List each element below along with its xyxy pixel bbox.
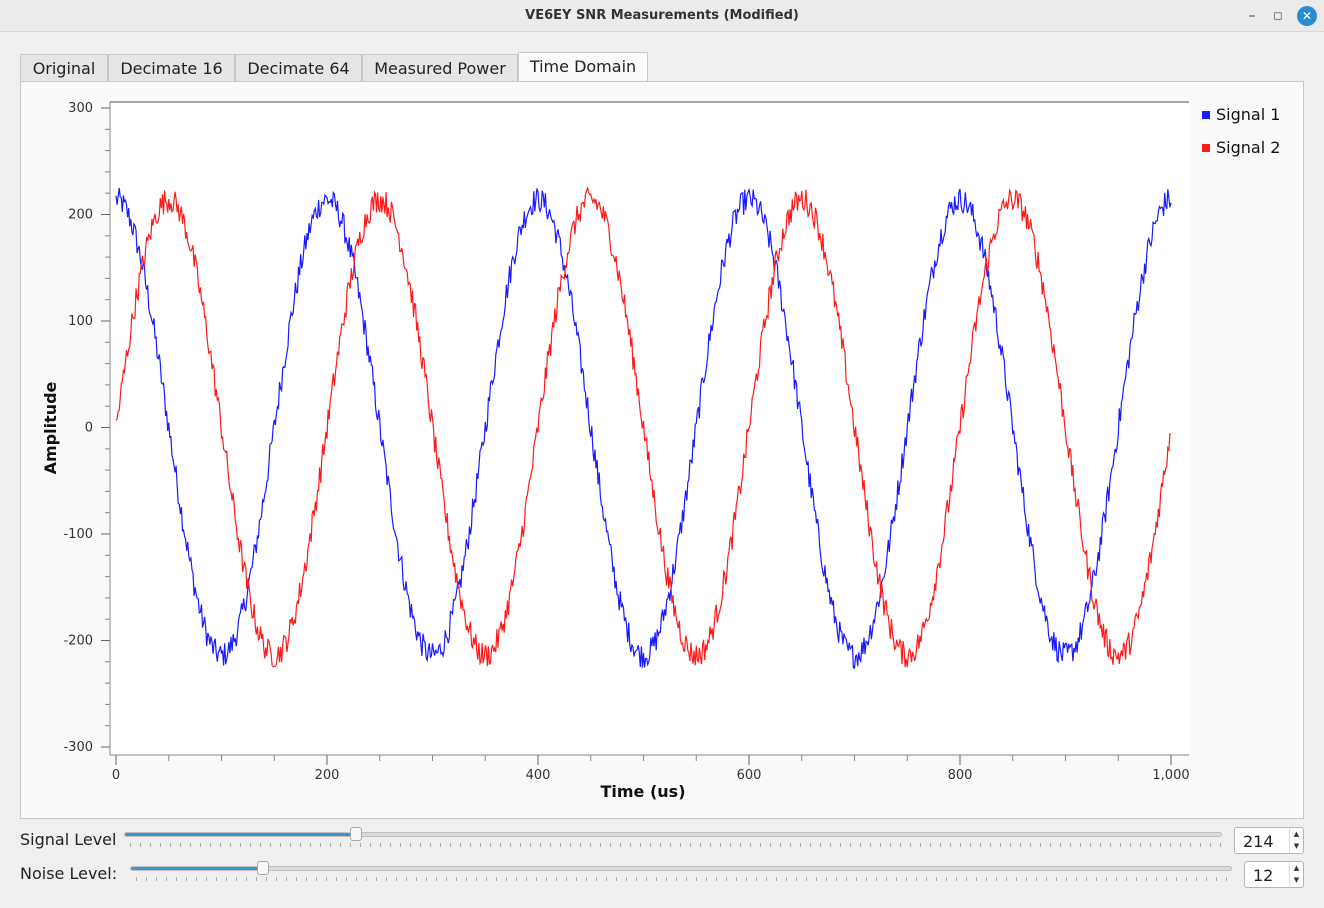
x-tick-label: 400 — [526, 768, 551, 783]
x-tick-label: 800 — [948, 768, 973, 783]
noise-level-fill — [131, 867, 263, 870]
signal-level-spinbox[interactable]: 214 ▲ ▼ — [1234, 827, 1304, 854]
signal-level-handle[interactable] — [350, 827, 362, 841]
x-tick-label: 600 — [737, 768, 762, 783]
noise-level-slider[interactable] — [130, 861, 1232, 875]
legend: Signal 1 Signal 2 — [1202, 105, 1280, 157]
y-tick-label: 200 — [68, 208, 93, 223]
series-group — [115, 185, 1172, 669]
y-axis-label: Amplitude — [41, 381, 60, 474]
close-icon[interactable]: ✕ — [1297, 6, 1317, 26]
signal-level-slider[interactable] — [124, 827, 1222, 841]
legend-swatch-signal-2 — [1202, 144, 1210, 152]
y-tick-label: 300 — [68, 101, 93, 116]
window-title: VE6EY SNR Measurements (Modified) — [525, 8, 799, 23]
minimize-icon[interactable]: – — [1248, 8, 1256, 24]
y-tick-label: -100 — [63, 527, 93, 542]
signal-level-fill — [125, 833, 356, 836]
noise-level-label: Noise Level: — [20, 864, 118, 883]
signal-level-label: Signal Level — [20, 830, 117, 849]
noise-level-handle[interactable] — [257, 861, 269, 875]
y-tick-label: 100 — [68, 314, 93, 329]
legend-label-signal-2: Signal 2 — [1216, 138, 1280, 157]
series-line-signal-2 — [115, 185, 1172, 668]
noise-level-ticks — [136, 877, 1232, 881]
chevron-up-icon[interactable]: ▲ — [1293, 864, 1300, 872]
y-tick-label: -200 — [63, 634, 93, 649]
series-line-signal-1 — [115, 187, 1172, 669]
chevron-down-icon[interactable]: ▼ — [1293, 876, 1300, 884]
noise-level-spinbox[interactable]: 12 ▲ ▼ — [1244, 861, 1304, 888]
signal-level-value: 214 — [1243, 832, 1274, 851]
y-axis-ticks: 300 200 100 0 -100 -200 -300 — [63, 101, 110, 755]
tab-decimate-64[interactable]: Decimate 64 — [235, 54, 362, 82]
x-tick-label: 1,000 — [1152, 768, 1189, 783]
noise-level-value: 12 — [1253, 866, 1274, 885]
x-tick-label: 0 — [112, 768, 120, 783]
time-domain-panel: 300 200 100 0 -100 -200 -300 0 200 400 600 800 1,00… — [20, 81, 1304, 819]
x-axis-label: Time (us) — [600, 782, 685, 801]
chevron-down-icon[interactable]: ▼ — [1293, 842, 1300, 850]
x-tick-label: 200 — [315, 768, 340, 783]
title-bar: VE6EY SNR Measurements (Modified) – ◻ ✕ — [0, 0, 1324, 32]
y-tick-label: 0 — [85, 421, 93, 436]
legend-swatch-signal-1 — [1202, 111, 1210, 119]
noise-level-stepper[interactable]: ▲ ▼ — [1289, 862, 1303, 887]
tab-time-domain[interactable]: Time Domain — [518, 52, 648, 82]
maximize-icon[interactable]: ◻ — [1273, 9, 1283, 22]
y-tick-label: -300 — [63, 740, 93, 755]
plot-area — [110, 102, 1189, 755]
tab-original[interactable]: Original — [20, 54, 108, 82]
time-domain-chart[interactable]: 300 200 100 0 -100 -200 -300 0 200 400 600 800 1,00… — [21, 82, 1305, 820]
signal-level-ticks — [130, 843, 1222, 847]
tab-decimate-16[interactable]: Decimate 16 — [108, 54, 235, 82]
legend-label-signal-1: Signal 1 — [1216, 105, 1280, 124]
tab-measured-power[interactable]: Measured Power — [362, 54, 518, 82]
x-axis-ticks: 0 200 400 600 800 1,000 — [112, 755, 1190, 783]
chevron-up-icon[interactable]: ▲ — [1293, 830, 1300, 838]
signal-level-stepper[interactable]: ▲ ▼ — [1289, 828, 1303, 853]
